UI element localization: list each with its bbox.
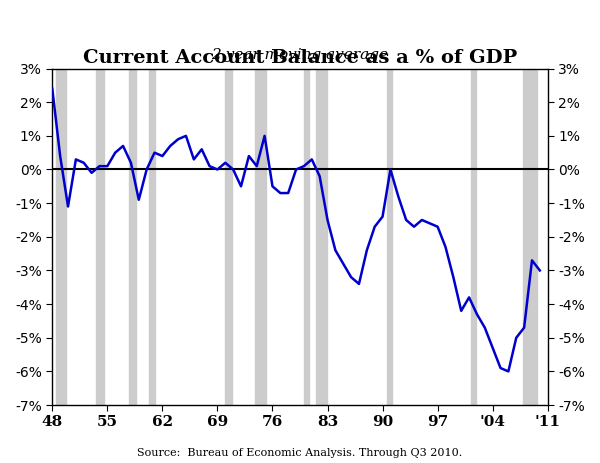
Bar xyxy=(56,69,67,405)
Title: Current Account Balance as a % of GDP: Current Account Balance as a % of GDP xyxy=(83,49,517,67)
Bar xyxy=(470,69,476,405)
Bar xyxy=(128,69,136,405)
Text: 2 year moving average: 2 year moving average xyxy=(212,48,389,62)
Bar xyxy=(95,69,104,405)
Bar xyxy=(523,69,536,405)
Bar xyxy=(304,69,308,405)
Bar xyxy=(255,69,266,405)
Bar xyxy=(316,69,327,405)
Bar xyxy=(149,69,155,405)
Bar xyxy=(224,69,232,405)
Bar xyxy=(387,69,392,405)
Text: Source:  Bureau of Economic Analysis. Through Q3 2010.: Source: Bureau of Economic Analysis. Thr… xyxy=(137,448,463,458)
